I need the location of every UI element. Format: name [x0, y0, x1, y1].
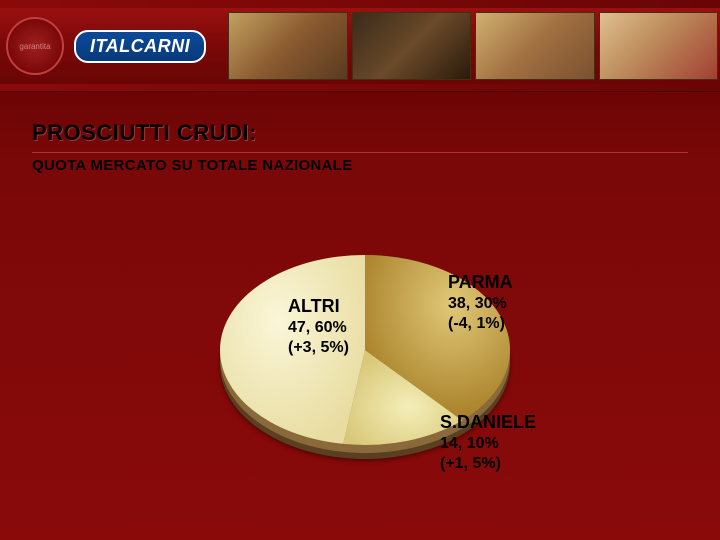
page-subtitle: QUOTA MERCATO SU TOTALE NAZIONALE	[32, 157, 688, 174]
pie-chart: ALTRI 47, 60% (+3, 5%) PARMA 38, 30% (-4…	[220, 235, 560, 515]
label-altri-delta: (+3, 5%)	[288, 338, 349, 358]
header-image-1	[228, 12, 347, 80]
label-parma-delta: (-4, 1%)	[448, 314, 513, 334]
label-altri: ALTRI 47, 60% (+3, 5%)	[288, 295, 349, 358]
label-sdaniele-value: 14, 10%	[440, 434, 536, 454]
header-band: garantita ITALCARNI	[0, 0, 720, 92]
header-images	[226, 8, 720, 84]
label-parma-value: 38, 30%	[448, 294, 513, 314]
content-area: PROSCIUTTI CRUDI: QUOTA MERCATO SU TOTAL…	[0, 92, 720, 174]
label-sdaniele-delta: (+1, 5%)	[440, 454, 536, 474]
brand-logo: ITALCARNI	[74, 30, 206, 63]
header-image-3	[475, 12, 594, 80]
label-sdaniele: S.DANIELE 14, 10% (+1, 5%)	[440, 411, 536, 474]
header-inner: garantita ITALCARNI	[0, 8, 720, 84]
header-image-2	[352, 12, 471, 80]
label-altri-name: ALTRI	[288, 295, 349, 318]
seal-text: garantita	[19, 42, 50, 51]
label-parma-name: PARMA	[448, 271, 513, 294]
header-image-4	[599, 12, 718, 80]
label-altri-value: 47, 60%	[288, 318, 349, 338]
seal-badge: garantita	[6, 17, 64, 75]
page-title: PROSCIUTTI CRUDI:	[32, 120, 688, 146]
label-sdaniele-name: S.DANIELE	[440, 411, 536, 434]
label-parma: PARMA 38, 30% (-4, 1%)	[448, 271, 513, 334]
title-divider	[32, 152, 688, 153]
